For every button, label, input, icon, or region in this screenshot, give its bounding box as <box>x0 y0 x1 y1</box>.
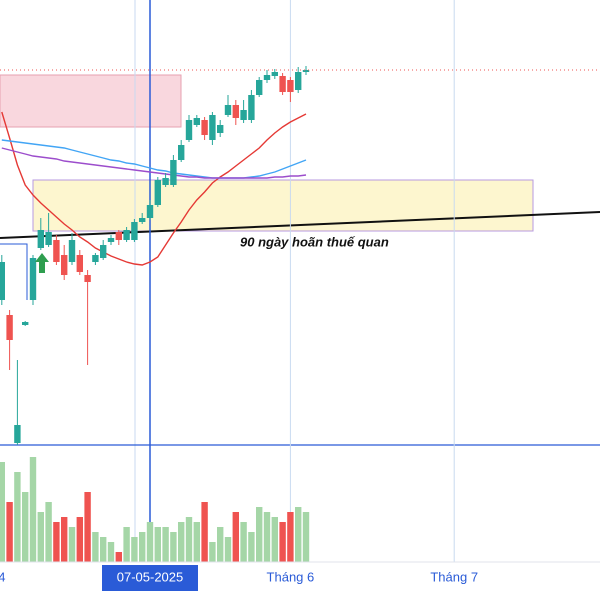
candle-body <box>53 240 60 262</box>
volume-bar <box>287 512 294 562</box>
volume-bar <box>178 522 185 562</box>
candle-body <box>232 105 239 118</box>
volume-bar <box>6 502 13 562</box>
volume-bar <box>100 537 107 562</box>
volume-bar <box>162 527 169 562</box>
ma-line <box>1 139 307 179</box>
volume-bar <box>139 532 146 562</box>
volume-bar <box>170 532 177 562</box>
candle-body <box>279 76 286 92</box>
candle-body <box>178 145 185 160</box>
volume-bar <box>302 512 310 562</box>
candle-body <box>287 80 294 92</box>
demand-zone <box>32 179 534 232</box>
volume-bar <box>107 542 115 562</box>
candle-body <box>146 205 154 218</box>
candle-body <box>123 230 130 240</box>
arrow-up <box>35 253 49 273</box>
candle-body <box>162 178 169 185</box>
candle-body <box>45 232 52 245</box>
candle-body <box>263 75 271 80</box>
volume-bar <box>217 527 224 562</box>
candle-body <box>14 425 21 443</box>
candle-body <box>170 160 177 185</box>
candle-body <box>224 105 232 115</box>
volume-bar <box>76 517 83 562</box>
x-tick-label: 07-05-2025 <box>117 569 184 584</box>
volume-bar <box>22 492 29 562</box>
volume-bar <box>209 542 216 562</box>
candle-body <box>240 110 247 120</box>
volume-bar <box>279 522 286 562</box>
volume-bar <box>14 472 21 562</box>
plot <box>0 0 600 562</box>
volume-bar <box>232 512 239 562</box>
candle-body <box>139 218 146 222</box>
candle-body <box>193 118 200 125</box>
volume-bar <box>263 512 271 562</box>
volume-bar <box>248 532 255 562</box>
annotation: 90 ngày hoãn thuế quan <box>240 234 389 249</box>
candle-body <box>22 322 29 325</box>
candle-body <box>185 120 193 140</box>
crosshair-label-bg <box>102 565 198 591</box>
x-tick-label: Tháng 6 <box>267 569 315 584</box>
candle-body <box>201 120 208 135</box>
candle-body <box>84 275 91 282</box>
volume-bar <box>295 507 302 562</box>
volume-bar <box>185 517 193 562</box>
candle-body <box>37 230 44 248</box>
volume-bar <box>53 522 60 562</box>
candle-body <box>100 245 107 258</box>
x-tick-label: Tháng 7 <box>430 569 478 584</box>
volume-bar <box>92 532 99 562</box>
candle-body <box>295 72 302 90</box>
candle-body <box>29 258 37 300</box>
trend-line <box>0 211 600 239</box>
volume-bar <box>224 537 232 562</box>
candle-body <box>131 222 138 240</box>
candle-body <box>6 315 13 340</box>
volume-bar <box>45 502 52 562</box>
candle-body <box>76 255 83 272</box>
volume-bar <box>123 527 130 562</box>
supply-zone <box>0 74 182 128</box>
volume-bar <box>201 502 208 562</box>
box-outline <box>0 243 28 300</box>
candle-body <box>217 125 224 133</box>
volume-bar <box>84 492 91 562</box>
candle-body <box>61 255 68 275</box>
volume-bar <box>0 462 6 562</box>
candle-body <box>209 115 216 140</box>
volume-bar <box>154 527 161 562</box>
candle-body <box>115 232 122 240</box>
candle-body <box>302 70 310 72</box>
volume-bar <box>37 512 44 562</box>
volume-bar <box>61 517 68 562</box>
ma-line <box>1 111 307 266</box>
candle-body <box>92 255 99 262</box>
candle-body <box>68 240 76 262</box>
candle-body <box>271 72 278 76</box>
ma-line <box>1 147 307 179</box>
volume-bar <box>256 507 263 562</box>
candle-body <box>248 95 255 120</box>
candle-body <box>107 238 115 242</box>
candle-body <box>154 180 161 205</box>
volume-bar <box>131 537 138 562</box>
volume-bar <box>240 522 247 562</box>
candle-body <box>0 262 6 300</box>
x-tick-label: 4 <box>0 569 5 584</box>
volume-bar <box>193 522 200 562</box>
volume-bar <box>29 457 37 562</box>
volume-bar <box>271 517 278 562</box>
candle-body <box>256 80 263 95</box>
volume-bar <box>146 522 154 562</box>
volume-bar <box>68 527 76 562</box>
volume-bar <box>115 552 122 562</box>
